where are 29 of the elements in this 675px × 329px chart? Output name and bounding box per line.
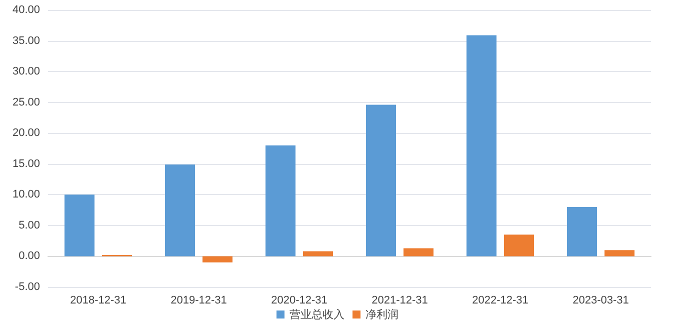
y-tick-label: 0.00 [18, 250, 40, 262]
x-tick-label: 2022-12-31 [472, 294, 528, 306]
legend-label: 净利润 [366, 308, 398, 321]
y-tick-label: 25.00 [12, 96, 40, 108]
y-tick-label: 5.00 [18, 219, 40, 232]
bar [604, 250, 634, 256]
y-tick-label: 40.00 [12, 4, 40, 16]
bar [567, 206, 597, 256]
y-tick-label: 20.00 [12, 127, 40, 140]
x-tick-label: 2018-12-31 [70, 294, 126, 306]
y-tick-label: 35.00 [12, 34, 40, 47]
y-tick-label: 10.00 [12, 188, 40, 201]
y-tick-label: 15.00 [12, 158, 40, 170]
bar [504, 234, 534, 256]
bar [466, 35, 496, 256]
bar [202, 256, 232, 262]
x-tick-label: 2020-12-31 [271, 294, 328, 306]
x-tick-label: 2021-12-31 [372, 294, 428, 306]
x-tick-label: 2019-12-31 [170, 294, 227, 306]
legend-label: 营业总收入 [290, 308, 344, 321]
bar [266, 145, 296, 256]
y-tick-label: 30.00 [12, 66, 40, 78]
bar [64, 194, 94, 256]
bar [404, 248, 434, 256]
bar [165, 164, 195, 256]
x-tick-label: 2023-03-31 [572, 294, 629, 306]
bar [303, 251, 333, 256]
y-tick-label: -5.00 [14, 281, 40, 293]
bar [366, 104, 396, 256]
